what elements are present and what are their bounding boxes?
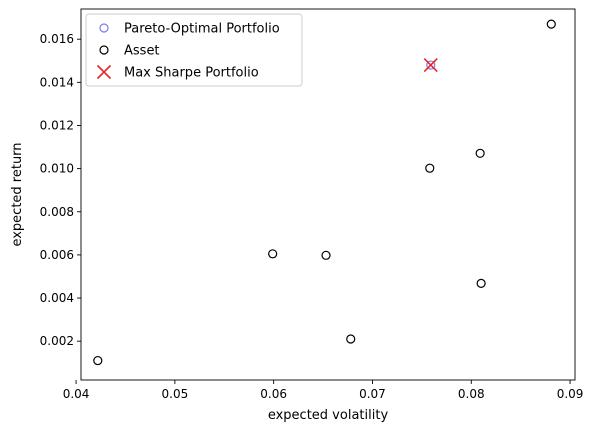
asset-point	[546, 19, 556, 29]
legend-box	[85, 13, 303, 87]
legend-max-sharpe-portfolio-label: Max Sharpe Portfolio	[124, 66, 259, 81]
y-tick-label: 0.014	[40, 75, 74, 89]
y-axis-ticks: 0.002 0.004 0.006 0.008 0.010 0.012 0.014 0.016	[40, 32, 81, 348]
x-tick-label: 0.08	[458, 387, 485, 401]
x-tick-label: 0.04	[63, 387, 90, 401]
y-tick-label: 0.008	[40, 205, 74, 219]
asset-point	[425, 163, 435, 173]
asset-point	[268, 249, 278, 259]
x-tick-label: 0.07	[359, 387, 386, 401]
legend-asset-label: Asset	[124, 44, 160, 59]
y-tick-label: 0.004	[40, 291, 74, 305]
asset-point	[93, 355, 103, 366]
x-axis-label: expected volatility	[268, 408, 389, 423]
asset-point	[476, 278, 486, 288]
x-axis-ticks: 0.04 0.05 0.06 0.07 0.08 0.09	[63, 380, 584, 401]
y-tick-label: 0.010	[40, 162, 74, 176]
pareto-optimal-portfolio-point	[426, 60, 436, 70]
y-tick-label: 0.006	[40, 248, 74, 262]
y-tick-label: 0.002	[40, 334, 74, 348]
legend-pareto-optimal-portfolio-label: Pareto-Optimal Portfolio	[124, 22, 280, 37]
x-tick-label: 0.06	[260, 387, 287, 401]
asset-point	[475, 148, 485, 158]
marks-layer	[93, 19, 556, 366]
plot-frame	[80, 8, 576, 381]
asset-point	[346, 334, 356, 344]
legend-max-sharpe-portfolio-marker	[96, 64, 112, 80]
legend-pareto-optimal-portfolio-marker	[99, 23, 109, 33]
y-tick-label: 0.012	[40, 118, 74, 132]
y-axis-label: expected return	[10, 142, 25, 246]
x-tick-label: 0.05	[162, 387, 189, 401]
legend-asset-marker	[99, 45, 109, 55]
x-tick-label: 0.09	[557, 387, 584, 401]
legend: Pareto-Optimal Portfolio Asset Max Sharpe …	[85, 13, 303, 87]
asset-point	[321, 250, 331, 260]
max-sharpe-portfolio-point	[423, 58, 438, 73]
y-tick-label: 0.016	[40, 32, 74, 46]
